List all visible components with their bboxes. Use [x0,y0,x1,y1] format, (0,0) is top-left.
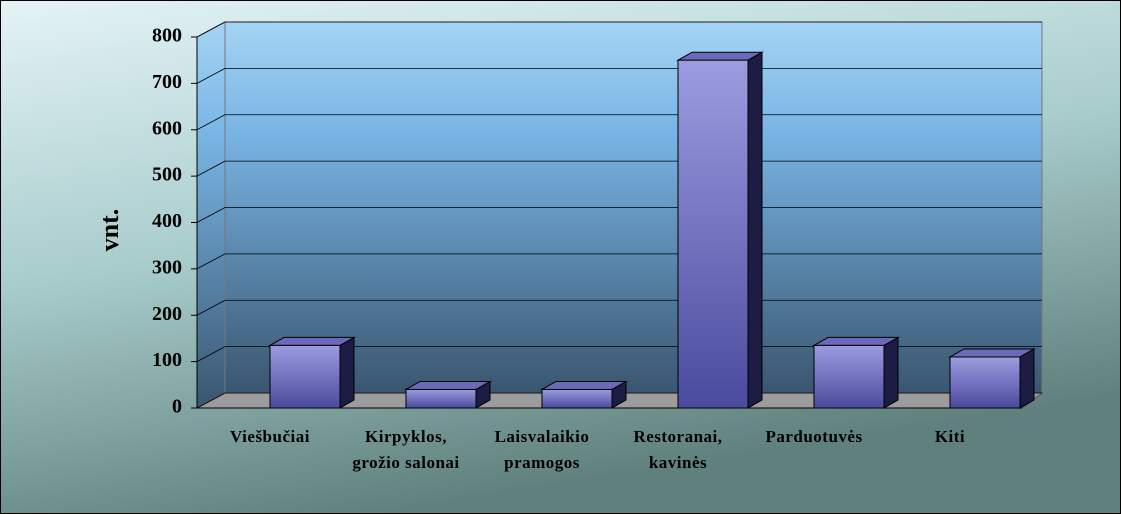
bar [541,388,613,409]
x-tick-label: Kiti [934,427,966,446]
y-tick-label: 600 [152,117,182,139]
grid-line [196,207,226,223]
bar-side [339,336,355,409]
bar [949,356,1021,409]
grid-line [196,392,226,409]
y-tick-label: 200 [152,303,182,325]
grid-line [196,346,226,362]
grid-line [196,68,226,84]
y-tick-label: 800 [152,25,182,47]
x-tick-label: Restoranai, kavinės [633,427,723,472]
x-tick-label: Laisvalaikio pramogos [494,427,590,472]
y-tick-label: 700 [152,71,182,93]
bar-top [268,336,356,346]
bar [813,344,885,409]
x-tick-label: Viešbučiai [230,427,310,446]
y-axis-label: vnt. [95,209,124,252]
bar [269,344,341,409]
y-tick-label: 0 [172,396,182,418]
bar-top [948,348,1036,358]
bar-top [812,336,900,346]
bar [677,59,749,409]
y-tick-label: 400 [152,210,182,232]
bar-side [883,336,899,409]
y-tick-label: 100 [152,349,182,371]
bar [405,388,477,409]
grid-line [196,160,226,177]
bar-side [1019,348,1035,409]
grid-line [196,299,226,316]
bar-side [747,51,763,409]
grid-line [196,253,226,270]
bar-top [540,380,628,390]
y-tick-label: 500 [152,164,182,186]
grid-line [196,114,226,131]
x-tick-label: Parduotuvės [765,427,863,446]
y-tick-label: 300 [152,256,182,278]
x-tick-label: Kirpyklos, grožio salonai [352,427,460,472]
grid-line [196,21,226,38]
bar-top [676,51,764,61]
bar-top [404,380,492,390]
